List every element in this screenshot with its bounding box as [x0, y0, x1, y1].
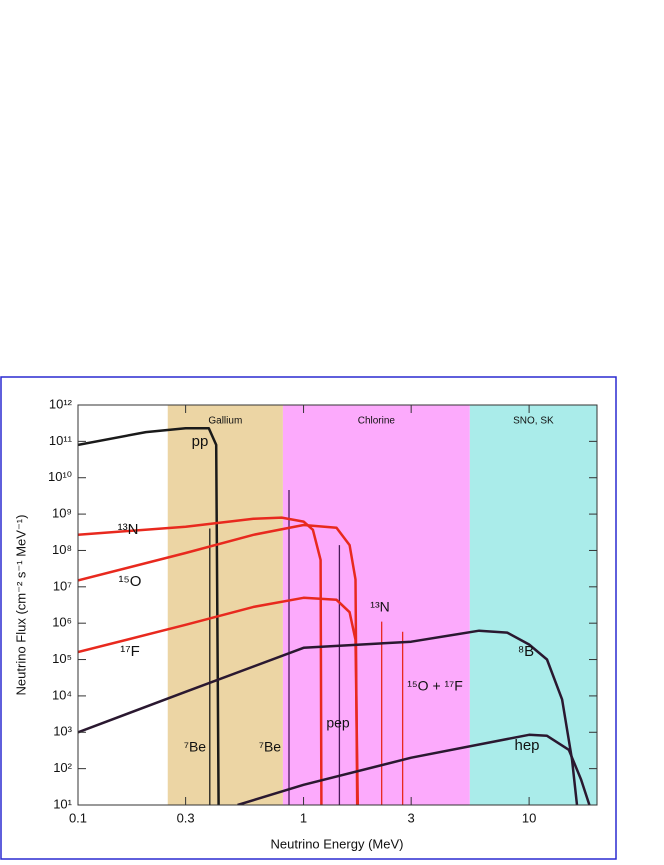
- y-tick-label: 10¹⁰: [48, 469, 72, 484]
- spectrum-line: [78, 516, 323, 805]
- y-tick-label: 10⁹: [52, 506, 72, 521]
- y-tick-label: 10³: [53, 724, 72, 739]
- x-tick-label: 0.1: [69, 810, 87, 825]
- x-tick-label: 10: [522, 810, 536, 825]
- series-label: pp: [192, 433, 209, 450]
- series-label: ¹³N: [118, 521, 139, 538]
- y-tick-label: 10⁴: [52, 687, 72, 702]
- line-label: ⁷Be: [184, 739, 206, 755]
- line-label: ⁷Be: [259, 739, 281, 755]
- spectrum-line: [78, 596, 360, 805]
- y-tick-label: 10⁷: [53, 578, 72, 593]
- line-label: ¹⁵O + ¹⁷F: [407, 678, 463, 694]
- line-label: pep: [326, 715, 350, 731]
- y-tick-label: 10⁶: [52, 615, 72, 630]
- region-label: Gallium: [208, 416, 242, 427]
- x-axis-label: Neutrino Energy (MeV): [271, 836, 404, 851]
- y-tick-label: 10¹²: [49, 396, 73, 411]
- spectrum-line: [237, 733, 591, 805]
- plot-border: [77, 404, 598, 806]
- region-label: Chlorine: [358, 416, 396, 427]
- spectrum-line: [78, 523, 359, 805]
- spectrum-line: [78, 426, 220, 805]
- x-tick-label: 3: [408, 810, 415, 825]
- series-label: ¹⁷F: [120, 643, 140, 660]
- y-tick-label: 10¹: [53, 796, 72, 811]
- y-tick-label: 10⁵: [52, 651, 72, 666]
- region: [282, 405, 470, 805]
- region: [469, 405, 597, 805]
- region-label: SNO, SK: [513, 416, 554, 427]
- y-tick-label: 10⁸: [52, 542, 72, 557]
- x-tick-label: 1: [300, 810, 307, 825]
- series-label: ⁸B: [518, 643, 534, 660]
- y-tick-label: 10²: [53, 760, 72, 775]
- y-tick-label: 10¹¹: [49, 433, 73, 448]
- x-tick-label: 0.3: [177, 810, 195, 825]
- series-label: ¹⁵O: [119, 573, 142, 590]
- spectrum-line: [78, 629, 579, 805]
- line-label: ¹³N: [370, 599, 389, 615]
- series-label: hep: [514, 737, 539, 754]
- y-axis-label: Neutrino Flux (cm⁻² s⁻¹ MeV⁻¹): [13, 515, 28, 696]
